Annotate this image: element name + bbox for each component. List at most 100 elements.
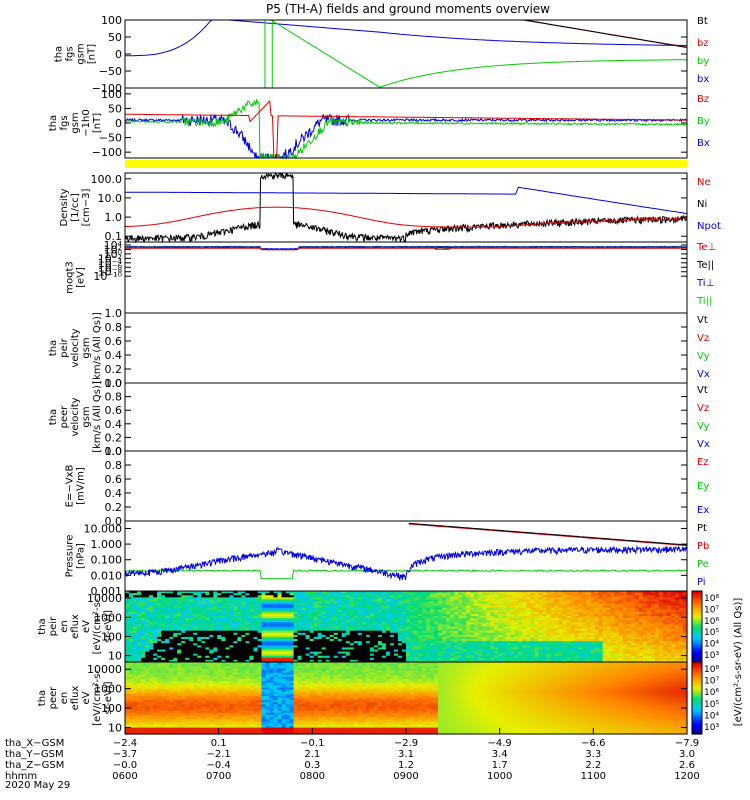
spectrogram-cell (157, 641, 162, 644)
spectrogram-cell (518, 605, 523, 609)
spectrogram-cell (670, 643, 676, 646)
spectrogram-cell (679, 597, 684, 600)
spectrogram-cell (470, 634, 475, 638)
spectrogram-cell (225, 649, 230, 653)
spectrogram-cell (654, 607, 660, 611)
spectrogram-cell (321, 628, 327, 632)
ne-series (124, 206, 688, 228)
spectrogram-cell (329, 607, 335, 611)
spectrogram-cell (125, 601, 130, 605)
spectrogram-cell (337, 591, 343, 594)
spectrogram-cell (498, 643, 503, 646)
spectrogram-cell (337, 645, 343, 648)
spectrogram-cell (406, 622, 411, 625)
spectrogram-cell (398, 591, 403, 594)
spectrogram-cell (462, 595, 467, 598)
panel-7-legend-green: Ey (697, 481, 709, 492)
spectrogram-cell (398, 639, 403, 642)
spectrogram-cell (229, 607, 234, 611)
spectrogram-cell (498, 601, 503, 605)
spectrogram-cell (225, 651, 230, 655)
spectrogram-cell (666, 630, 672, 634)
spectrogram-cell (683, 603, 688, 607)
spectrogram-cell (273, 653, 279, 657)
spectrogram-cell (197, 614, 202, 617)
spectrogram-cell (305, 605, 311, 609)
spectrogram-cell (329, 595, 335, 598)
spectrogram-cell (249, 597, 254, 600)
spectrogram-cell (626, 651, 632, 655)
spectrogram-cell (349, 655, 355, 659)
spectrogram-cell (325, 624, 331, 628)
spectrogram-cell (662, 643, 668, 646)
spectrogram-cell (377, 611, 383, 615)
panel-2-ytick-label: 0 (115, 117, 122, 130)
spectrogram-cell (173, 618, 178, 621)
spectrogram-cell (129, 603, 134, 607)
spectrogram-cell (570, 620, 576, 623)
spectrogram-cell (173, 649, 178, 653)
spectrogram-cell (213, 611, 218, 615)
spectrogram-cell (149, 634, 154, 638)
spectrogram-cell (129, 622, 134, 625)
panel-6-ylabel: [km/s (All Qs)] (92, 381, 103, 453)
spectrogram-cell (614, 632, 620, 636)
spectrogram-cell (642, 618, 648, 621)
spectrogram-cell (177, 614, 182, 617)
spectrogram-cell (345, 597, 351, 600)
spectrogram-cell (373, 639, 379, 642)
spectrogram-cell (458, 643, 463, 646)
spectrogram-cell (313, 595, 319, 598)
spectrogram-cell (145, 597, 150, 600)
spectrogram-cell (662, 595, 668, 598)
spectrogram-cell (189, 643, 194, 646)
spectrogram-cell (341, 634, 347, 638)
spectrogram-cell (245, 657, 250, 661)
spectrogram-cell (309, 595, 315, 598)
spectrogram-cell (201, 603, 206, 607)
spectrogram-cell (145, 630, 150, 634)
spectrogram-cell (345, 591, 351, 594)
spectrogram-cell (666, 603, 672, 607)
spectrogram-cell (337, 657, 343, 661)
spectrogram-cell (225, 609, 230, 613)
spectrogram-cell (422, 591, 427, 594)
spectrogram-cell (237, 647, 242, 651)
spectrogram-cell (442, 611, 447, 615)
spectrogram-cell (606, 647, 612, 651)
spectrogram-cell (422, 607, 427, 611)
spectrogram-cell (333, 655, 339, 659)
spectrogram-cell (542, 628, 548, 632)
spectrogram-cell (369, 649, 375, 653)
spectrogram-cell (165, 657, 170, 661)
spectrogram-cell (534, 601, 540, 605)
spectrogram-cell (209, 645, 214, 648)
spectrogram-cell (237, 636, 242, 640)
spectrogram-cell (305, 647, 311, 651)
spectrogram-cell (317, 651, 323, 655)
spectrogram-cell (562, 634, 568, 638)
spectrogram-cell (634, 601, 640, 605)
spectrogram-cell (333, 609, 339, 613)
spectrogram-cell (662, 603, 668, 607)
spectrogram-cell (594, 636, 600, 640)
spectrogram-cell (666, 653, 672, 657)
spectrogram-cell (257, 647, 263, 651)
spectrogram-cell (602, 624, 608, 628)
spectrogram-cell (193, 641, 198, 644)
spectrogram-cell (357, 653, 363, 657)
spectrogram-cell (578, 651, 584, 655)
spectrogram-cell (385, 614, 391, 617)
spectrogram-cell (466, 607, 471, 611)
panel-2-ytick-label: −100 (92, 146, 122, 159)
spectrogram-cell (165, 628, 170, 632)
spectrogram-cell (305, 614, 311, 617)
spectrogram-cell (658, 651, 664, 655)
spectrogram-cell (586, 649, 592, 653)
spectrogram-cell (466, 643, 471, 646)
spectrogram-cell (365, 628, 371, 632)
spectrogram-cell (233, 611, 238, 615)
spectrogram-cell (634, 630, 640, 634)
panel-9-ytick-label: 10 (108, 650, 122, 663)
panel-4-ytick-label: 10⁻¹⁰ (93, 270, 122, 283)
